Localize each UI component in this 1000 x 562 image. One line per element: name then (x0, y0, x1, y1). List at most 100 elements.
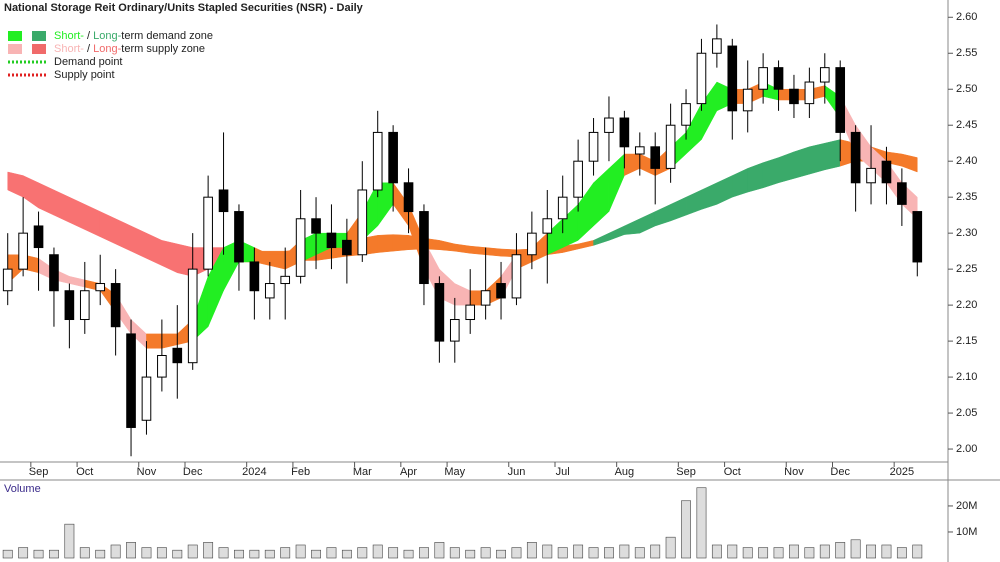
y-tick-label: 2.55 (956, 47, 977, 59)
volume-bar (372, 544, 383, 559)
volume-bar (573, 544, 584, 559)
candle-body (33, 225, 44, 249)
candle-body (819, 67, 830, 83)
candle-body (542, 218, 553, 234)
candle-body (496, 283, 506, 299)
y-tick-label: 2.25 (956, 263, 977, 275)
candle-body (388, 131, 398, 184)
volume-bar (141, 547, 152, 559)
x-tick-label: Sep (676, 466, 696, 478)
candle-body (912, 211, 923, 263)
volume-bar (49, 549, 59, 559)
zone-segment (901, 153, 918, 173)
y-tick-label: 2.10 (956, 371, 977, 383)
legend-label-part: Short- (54, 30, 84, 42)
candle-body (634, 146, 645, 155)
x-tick-label: Dec (183, 466, 203, 478)
legend-swatch (8, 44, 22, 54)
x-tick-label: Mar (353, 466, 372, 478)
volume-bar (881, 544, 892, 559)
legend-label-part: term supply zone (121, 43, 205, 55)
volume-bar (295, 544, 306, 559)
legend-swatch (8, 31, 22, 41)
candle-body (465, 304, 476, 321)
x-tick-label: Dec (830, 466, 850, 478)
volume-bar (326, 547, 337, 559)
legend-label-part: / (84, 30, 93, 42)
volume-bar (634, 547, 645, 559)
candle-body (419, 211, 429, 285)
volume-bar (866, 544, 876, 559)
candle-body (64, 290, 75, 321)
volume-bar (650, 544, 661, 559)
volume-bar (819, 544, 830, 559)
volume-bar (511, 547, 522, 559)
zone-segment (824, 139, 841, 171)
candle-body (141, 376, 152, 421)
zone-segment (146, 333, 163, 349)
legend-label: Demand point (54, 56, 123, 68)
volume-bar (126, 542, 136, 559)
candle-body (403, 182, 414, 213)
candle-body (480, 290, 491, 306)
candle-body (2, 268, 13, 292)
volume-bar (434, 542, 445, 559)
candle-body (187, 268, 198, 364)
y-tick-label: 2.30 (956, 227, 977, 239)
volume-tick-label: 20M (956, 500, 977, 512)
zone-segment (809, 142, 826, 175)
candle-body (110, 283, 121, 328)
candle-body (758, 67, 768, 90)
volume-bar (604, 547, 614, 559)
candle-body (573, 160, 583, 198)
candle-body (619, 117, 630, 148)
candle-body (804, 81, 815, 105)
candle-body (650, 146, 661, 169)
candle-body (126, 333, 136, 428)
zone-segment (485, 247, 502, 257)
volume-bar (789, 544, 799, 559)
candles (2, 24, 923, 457)
legend-label-part: term demand zone (121, 30, 213, 42)
y-tick-label: 2.50 (956, 83, 977, 95)
candle-body (203, 196, 213, 270)
x-tick-label: Oct (76, 466, 93, 478)
volume-bar (110, 544, 121, 559)
candle-body (588, 131, 599, 162)
volume-bar (696, 487, 707, 559)
candle-body (665, 124, 676, 169)
x-tick-label: 2024 (242, 466, 266, 478)
volume-bar (419, 547, 429, 559)
candle-body (434, 283, 445, 342)
legend-label-part: / (84, 43, 93, 55)
volume-bar (218, 547, 229, 559)
volume-bar (388, 547, 399, 559)
legend-swatch (32, 31, 46, 41)
candle-body (49, 254, 59, 292)
y-tick-label: 2.15 (956, 335, 977, 347)
volume-bar (18, 547, 29, 559)
candle-body (742, 88, 753, 112)
candle-body (696, 52, 707, 105)
volume-bar (403, 549, 414, 559)
y-tick-label: 2.00 (956, 443, 977, 455)
volume-bar (234, 549, 244, 559)
candle-body (881, 160, 892, 184)
candle-body (835, 67, 846, 133)
legend-label: Short- / Long-term supply zone (54, 43, 205, 55)
volume-bar (835, 542, 846, 559)
candle-body (95, 283, 106, 292)
volume-bar (773, 547, 784, 559)
volume-bar (758, 547, 769, 559)
candle-body (342, 239, 352, 256)
volume-bar (311, 549, 321, 559)
y-tick-label: 2.35 (956, 191, 977, 203)
candle-body (850, 131, 861, 184)
zone-segment (793, 146, 810, 179)
candle-body (773, 67, 784, 90)
legend-label: Short- / Long-term demand zone (54, 30, 213, 42)
volume-bar (172, 549, 183, 559)
volume-title: Volume (4, 483, 41, 495)
candle-body (866, 167, 876, 184)
volume-bar (742, 547, 753, 559)
